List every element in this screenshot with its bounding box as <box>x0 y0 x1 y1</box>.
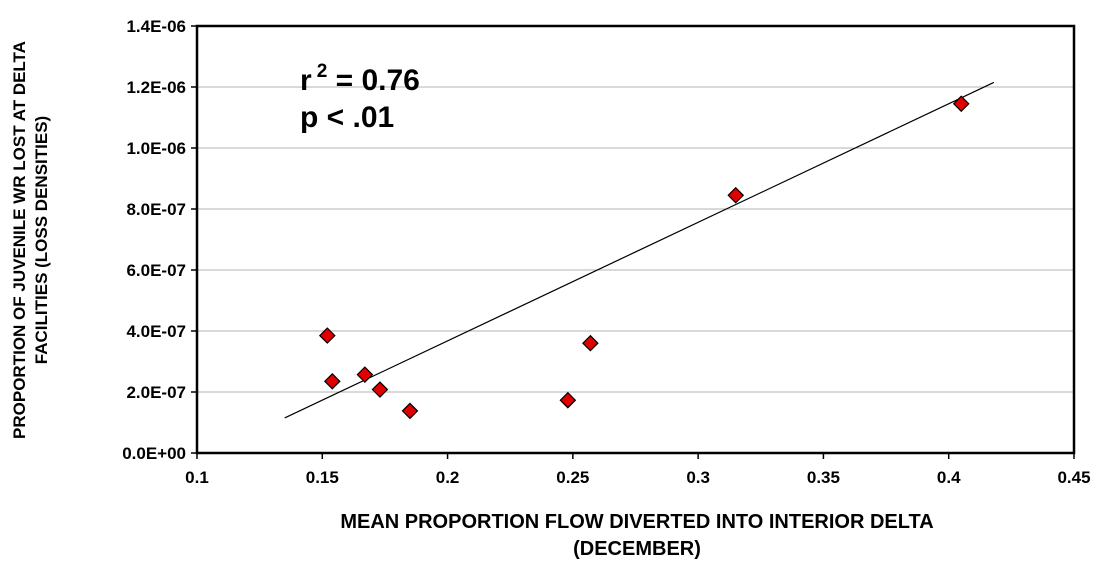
y-tick-label: 2.0E-07 <box>126 383 186 402</box>
x-tick-label: 0.2 <box>436 468 460 487</box>
data-point <box>727 186 745 204</box>
y-axis-title-line-1: PROPORTION OF JUVENILE WR LOST AT DELTA <box>10 41 29 439</box>
data-point <box>318 327 336 344</box>
x-axis-title-line-1: MEAN PROPORTION FLOW DIVERTED INTO INTER… <box>340 511 933 533</box>
y-tick-label: 4.0E-07 <box>126 322 186 341</box>
x-tick-label: 0.4 <box>937 468 961 487</box>
annotation-r-superscript: 2 <box>317 61 328 82</box>
y-tick-label: 1.0E-06 <box>126 139 186 158</box>
data-point <box>356 366 374 383</box>
y-axis-ticks: 0.0E+00 2.0E-07 4.0E-07 6.0E-07 8.0E-07 1.0E-… <box>122 17 197 463</box>
data-point <box>371 381 389 398</box>
data-points <box>318 95 970 420</box>
plot-area-frame <box>195 24 1076 455</box>
data-point <box>323 372 341 390</box>
y-tick-label: 6.0E-07 <box>126 261 186 280</box>
data-point <box>401 402 419 420</box>
y-tick-label: 1.2E-06 <box>126 78 186 97</box>
y-axis-title-line-2: FACILITIES (LOSS DENSITIES) <box>32 116 51 364</box>
x-axis-ticks: 0.1 0.15 0.2 0.25 0.3 0.35 0.4 0.45 <box>185 453 1091 487</box>
x-axis-title-line-2: (DECEMBER) <box>573 538 701 560</box>
data-point <box>582 334 599 352</box>
data-point <box>559 391 577 409</box>
grid-lines <box>197 86 1074 393</box>
annotation-p-value: p < .01 <box>300 101 394 134</box>
y-axis-title: PROPORTION OF JUVENILE WR LOST AT DELTA … <box>10 41 51 439</box>
x-tick-label: 0.25 <box>556 468 589 487</box>
x-tick-label: 0.3 <box>686 468 710 487</box>
trend-line <box>284 81 995 419</box>
annotation-r-value: = 0.76 <box>327 64 420 97</box>
y-tick-label: 0.0E+00 <box>122 444 186 463</box>
x-tick-label: 0.35 <box>807 468 840 487</box>
x-tick-label: 0.45 <box>1057 468 1090 487</box>
annotation-r-prefix: r <box>300 64 312 97</box>
data-point <box>952 95 970 113</box>
y-tick-label: 1.4E-06 <box>126 17 186 36</box>
y-tick-label: 8.0E-07 <box>126 200 186 219</box>
x-tick-label: 0.1 <box>185 468 209 487</box>
x-tick-label: 0.15 <box>306 468 339 487</box>
